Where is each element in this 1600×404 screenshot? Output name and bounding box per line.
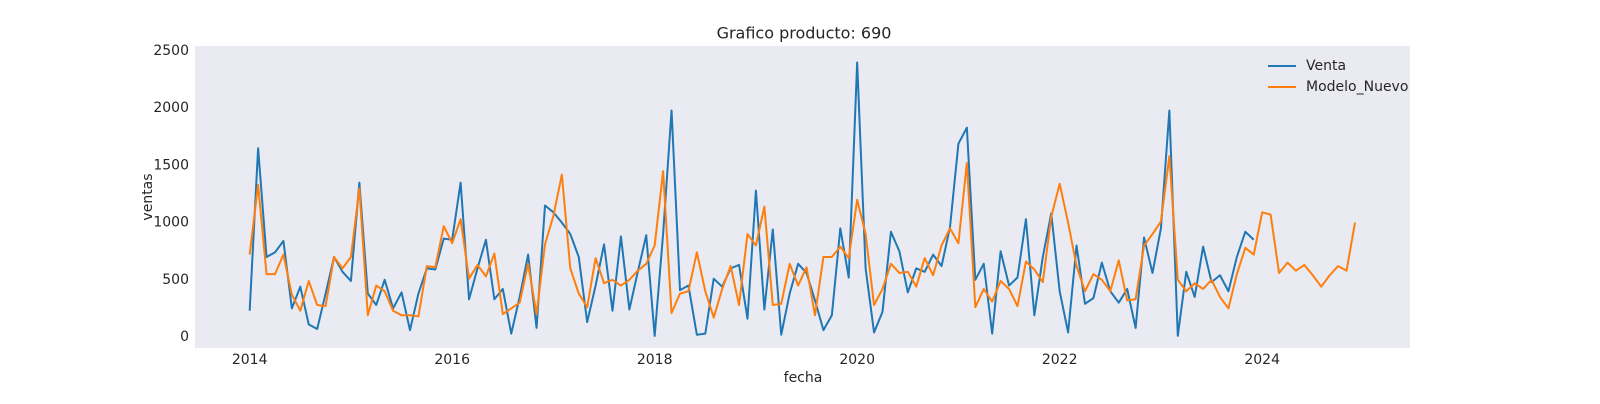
- x-tick-label: 2016: [434, 352, 470, 368]
- y-tick-label: 500: [162, 272, 189, 288]
- x-tick-label: 2014: [232, 352, 268, 368]
- series-line: [248, 155, 1356, 319]
- x-tick-label: 2022: [1042, 352, 1078, 368]
- x-axis-label: fecha: [784, 370, 823, 386]
- legend-label: Venta: [1306, 58, 1346, 74]
- series-line: [248, 61, 1255, 337]
- y-tick-label: 2000: [153, 100, 189, 116]
- y-axis-label: ventas: [140, 173, 156, 220]
- y-tick-label: 1500: [153, 157, 189, 173]
- y-tick-label: 1000: [153, 215, 189, 231]
- legend-label: Modelo_Nuevo: [1306, 79, 1408, 95]
- y-tick-label: 2500: [153, 43, 189, 59]
- plot-area: [195, 46, 1410, 348]
- y-tick-label: 0: [180, 329, 189, 345]
- x-tick-label: 2020: [839, 352, 875, 368]
- chart-title: Grafico producto: 690: [717, 24, 892, 43]
- x-tick-label: 2018: [637, 352, 673, 368]
- x-tick-label: 2024: [1244, 352, 1280, 368]
